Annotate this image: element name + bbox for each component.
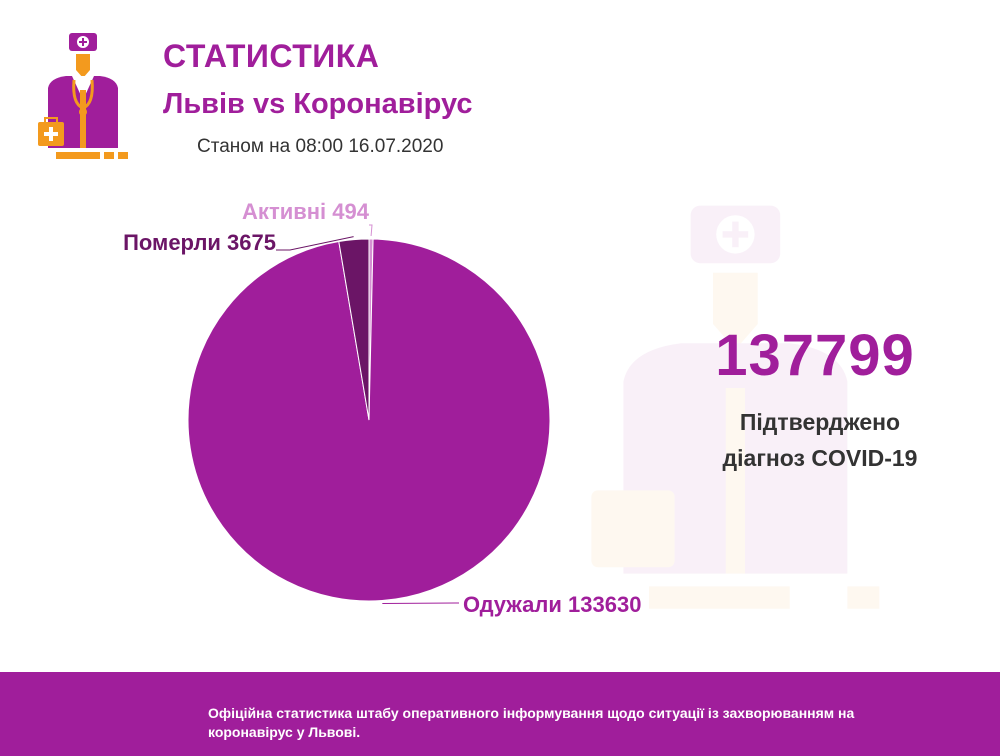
doctor-watermark-icon [591,205,880,609]
footer: Офіційна статистика штабу оперативного і… [0,672,1000,756]
footer-text: Офіційна статистика штабу оперативного і… [208,705,855,740]
as-of-date: Станом на 08:00 16.07.2020 [197,136,444,157]
confirmed-label-line1: Підтверджено [739,409,901,435]
confirmed-label: Підтверджено діагноз COVID-19 [695,404,945,476]
pie-slice-label: Померли 3675 [123,230,276,255]
confirmed-total: 137799 [715,323,915,388]
pie-slice-label: Одужали 133630 [463,592,641,617]
pie-slice-label: Активні 494 [242,199,370,224]
pie-leader-line [382,602,459,605]
pie-slice [338,238,370,421]
pie-chart: Активні 494 Одужали 133630 Померли 3675 [123,199,641,617]
page-subtitle: Львів vs Коронавірус [163,88,473,120]
pie-leader-line [369,224,373,237]
confirmed-label-line2: діагноз COVID-19 [722,445,918,471]
page-title: СТАТИСТИКА [163,38,380,74]
doctor-icon [38,33,128,159]
pie-leader-line [276,236,354,251]
